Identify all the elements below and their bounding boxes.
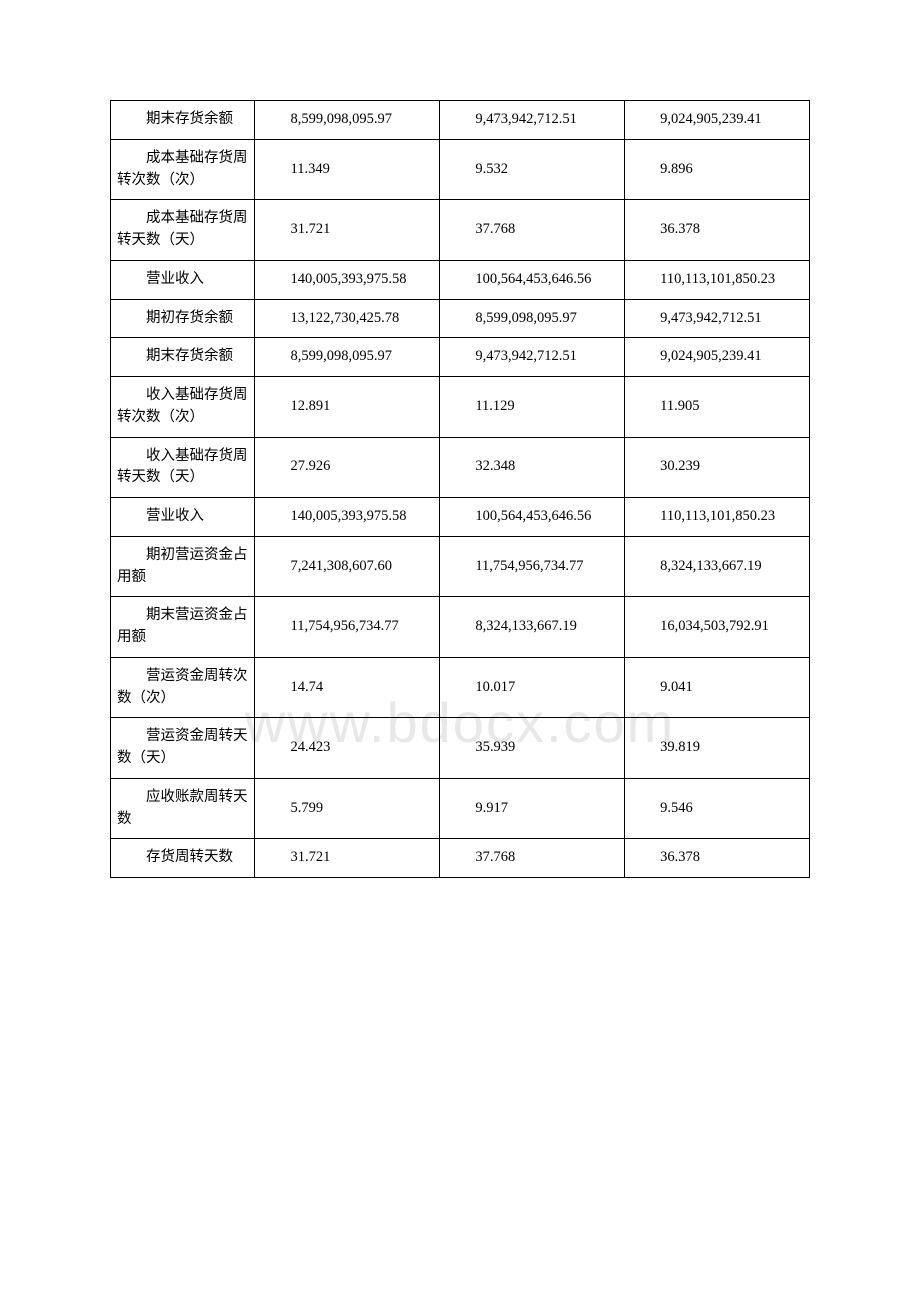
row-label: 期初存货余额 (111, 299, 255, 338)
cell-value: 11.129 (440, 377, 625, 438)
cell-value: 9,473,942,712.51 (440, 338, 625, 377)
cell-value: 13,122,730,425.78 (255, 299, 440, 338)
row-label: 期初营运资金占用额 (111, 536, 255, 597)
cell-value: 11.349 (255, 139, 440, 200)
row-label: 期末营运资金占用额 (111, 597, 255, 658)
cell-value: 8,324,133,667.19 (440, 597, 625, 658)
row-label: 营运资金周转天数（天） (111, 718, 255, 779)
cell-value: 31.721 (255, 839, 440, 878)
table-row: 收入基础存货周转次数（次） 12.891 11.129 11.905 (111, 377, 810, 438)
cell-value: 9,024,905,239.41 (625, 101, 810, 140)
table-row: 营运资金周转天数（天） 24.423 35.939 39.819 (111, 718, 810, 779)
row-label: 期末存货余额 (111, 338, 255, 377)
cell-value: 8,599,098,095.97 (255, 101, 440, 140)
cell-value: 140,005,393,975.58 (255, 498, 440, 537)
cell-value: 37.768 (440, 839, 625, 878)
cell-value: 8,599,098,095.97 (440, 299, 625, 338)
cell-value: 9.896 (625, 139, 810, 200)
cell-value: 8,599,098,095.97 (255, 338, 440, 377)
row-label: 成本基础存货周转天数（天） (111, 200, 255, 261)
table-row: 期末存货余额 8,599,098,095.97 9,473,942,712.51… (111, 101, 810, 140)
cell-value: 5.799 (255, 778, 440, 839)
row-label: 存货周转天数 (111, 839, 255, 878)
cell-value: 24.423 (255, 718, 440, 779)
cell-value: 100,564,453,646.56 (440, 260, 625, 299)
cell-value: 16,034,503,792.91 (625, 597, 810, 658)
cell-value: 9,473,942,712.51 (440, 101, 625, 140)
table-row: 期末存货余额 8,599,098,095.97 9,473,942,712.51… (111, 338, 810, 377)
table-row: 成本基础存货周转天数（天） 31.721 37.768 36.378 (111, 200, 810, 261)
table-row: 应收账款周转天数 5.799 9.917 9.546 (111, 778, 810, 839)
table-row: 收入基础存货周转天数（天） 27.926 32.348 30.239 (111, 437, 810, 498)
cell-value: 37.768 (440, 200, 625, 261)
cell-value: 30.239 (625, 437, 810, 498)
row-label: 营业收入 (111, 260, 255, 299)
cell-value: 11,754,956,734.77 (255, 597, 440, 658)
cell-value: 12.891 (255, 377, 440, 438)
table-row: 期末营运资金占用额 11,754,956,734.77 8,324,133,66… (111, 597, 810, 658)
cell-value: 9,473,942,712.51 (625, 299, 810, 338)
row-label: 收入基础存货周转次数（次） (111, 377, 255, 438)
cell-value: 100,564,453,646.56 (440, 498, 625, 537)
row-label: 成本基础存货周转次数（次） (111, 139, 255, 200)
table-row: 存货周转天数 31.721 37.768 36.378 (111, 839, 810, 878)
row-label: 期末存货余额 (111, 101, 255, 140)
cell-value: 9.041 (625, 657, 810, 718)
cell-value: 8,324,133,667.19 (625, 536, 810, 597)
cell-value: 110,113,101,850.23 (625, 260, 810, 299)
cell-value: 11.905 (625, 377, 810, 438)
cell-value: 35.939 (440, 718, 625, 779)
cell-value: 36.378 (625, 839, 810, 878)
table-row: 营业收入 140,005,393,975.58 100,564,453,646.… (111, 260, 810, 299)
table-row: 期初营运资金占用额 7,241,308,607.60 11,754,956,73… (111, 536, 810, 597)
row-label: 应收账款周转天数 (111, 778, 255, 839)
cell-value: 9.546 (625, 778, 810, 839)
cell-value: 27.926 (255, 437, 440, 498)
cell-value: 10.017 (440, 657, 625, 718)
financial-table: 期末存货余额 8,599,098,095.97 9,473,942,712.51… (110, 100, 810, 878)
cell-value: 14.74 (255, 657, 440, 718)
cell-value: 36.378 (625, 200, 810, 261)
cell-value: 32.348 (440, 437, 625, 498)
row-label: 营运资金周转次数（次） (111, 657, 255, 718)
cell-value: 7,241,308,607.60 (255, 536, 440, 597)
table-body: 期末存货余额 8,599,098,095.97 9,473,942,712.51… (111, 101, 810, 878)
cell-value: 9.532 (440, 139, 625, 200)
table-row: 成本基础存货周转次数（次） 11.349 9.532 9.896 (111, 139, 810, 200)
table-row: 期初存货余额 13,122,730,425.78 8,599,098,095.9… (111, 299, 810, 338)
cell-value: 9,024,905,239.41 (625, 338, 810, 377)
cell-value: 31.721 (255, 200, 440, 261)
table-row: 营运资金周转次数（次） 14.74 10.017 9.041 (111, 657, 810, 718)
cell-value: 110,113,101,850.23 (625, 498, 810, 537)
cell-value: 9.917 (440, 778, 625, 839)
row-label: 营业收入 (111, 498, 255, 537)
cell-value: 11,754,956,734.77 (440, 536, 625, 597)
cell-value: 39.819 (625, 718, 810, 779)
row-label: 收入基础存货周转天数（天） (111, 437, 255, 498)
table-row: 营业收入 140,005,393,975.58 100,564,453,646.… (111, 498, 810, 537)
cell-value: 140,005,393,975.58 (255, 260, 440, 299)
